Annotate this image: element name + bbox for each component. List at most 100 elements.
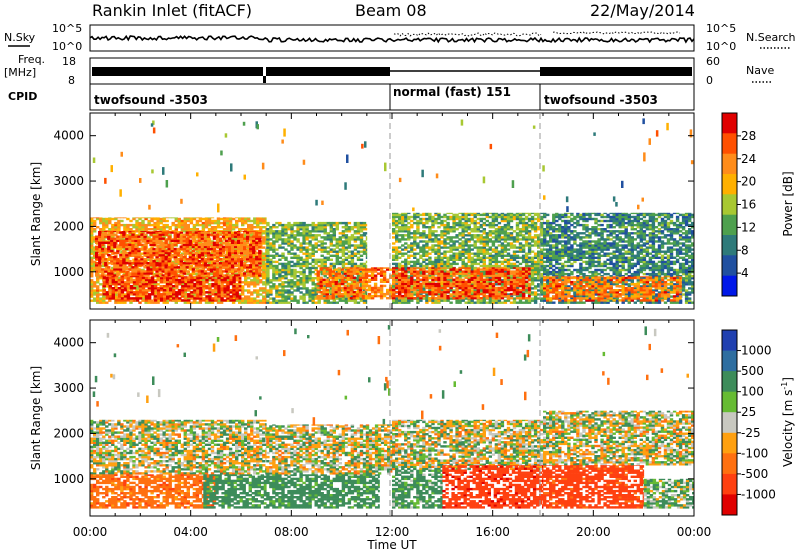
power-cells-cell: [223, 285, 227, 288]
power-cells-cell: [167, 272, 171, 275]
power-cells-cell: [250, 268, 254, 272]
power-cells-cell: [356, 232, 361, 235]
power-cells-cell: [179, 253, 183, 257]
power-cells-cell: [265, 281, 267, 284]
power-cells-cell: [365, 238, 368, 241]
power-cells-cell: [134, 235, 138, 238]
power-cells-cell: [186, 297, 190, 300]
power-cells-cell: [110, 243, 114, 247]
power-cells-cell: [153, 280, 158, 284]
power-cells-cell: [281, 268, 285, 272]
power-cells-cell: [170, 249, 174, 253]
power-cells-cell: [425, 301, 429, 304]
power-cells-cell: [104, 264, 108, 267]
power-cells-cell: [149, 264, 153, 267]
power-cells-cell: [440, 240, 444, 243]
power-cells-cell: [338, 281, 342, 284]
power-cells-cell: [413, 264, 417, 268]
power-cells-cell: [349, 286, 354, 290]
power-cells-cell: [205, 295, 209, 298]
power-cells-cell: [341, 240, 346, 243]
power-cells-cell: [126, 285, 130, 288]
power-cells-cell: [101, 274, 105, 277]
power-cells-cell: [230, 247, 235, 251]
power-cells-cell: [220, 299, 224, 302]
power-cells-cell: [334, 286, 338, 290]
power-cells-cell: [186, 230, 190, 233]
power-cells-cell: [173, 231, 177, 232]
power-cells-cell: [238, 217, 242, 219]
power-cells-cell: [126, 295, 131, 298]
power-cells-cell: [256, 295, 260, 298]
power-cells-cell: [186, 277, 190, 280]
power-cells-cell: [147, 299, 152, 302]
power-cells-cell: [413, 212, 417, 215]
power-cells-cell: [296, 230, 300, 233]
power-cells-cell: [362, 252, 367, 255]
power-cells-cell: [311, 289, 315, 292]
power-cells-cell: [209, 258, 214, 261]
power-cells-cell: [114, 282, 119, 286]
power-cells-cell: [320, 264, 324, 268]
power-cells-cell: [337, 286, 341, 290]
power-cells-cell: [401, 217, 405, 221]
power-cells-cell: [147, 293, 152, 296]
power-cells-cell: [207, 293, 212, 296]
power-cells-cell: [146, 253, 150, 257]
power-cells-cell: [241, 285, 245, 288]
power-cells-cell: [238, 217, 242, 221]
power-cells-cell: [299, 256, 303, 259]
power-cells-cell: [122, 253, 126, 257]
power-cells-cell: [422, 285, 426, 288]
power-cells-cell: [287, 295, 291, 298]
power-cells-cell: [290, 248, 294, 251]
power-cells-cell: [370, 274, 375, 277]
power-cells-cell: [302, 232, 306, 235]
power-cells-cell: [275, 301, 279, 304]
power-cells-cell: [440, 262, 444, 266]
power-cells-cell: [214, 285, 218, 288]
power-cells-cell: [141, 240, 145, 243]
power-cells-cell: [162, 301, 166, 304]
power-cells-cell: [147, 297, 152, 300]
power-cells-cell: [323, 262, 327, 266]
power-cells-cell: [108, 279, 112, 282]
power-cells-cell: [275, 272, 279, 276]
power-cells-cell: [163, 297, 167, 300]
power-cells-cell: [221, 270, 226, 273]
power-cells-cell: [259, 301, 263, 304]
power-cells-cell: [305, 266, 309, 270]
power-cells-cell: [138, 223, 142, 227]
power-cells-cell: [129, 289, 134, 292]
power-cells-cell: [105, 217, 109, 221]
power-cells-cell: [317, 264, 321, 268]
power-cells-cell: [188, 262, 193, 265]
power-cells-cell: [137, 251, 141, 255]
power-cells-cell: [147, 280, 152, 284]
power-cells-cell: [105, 219, 109, 223]
power-cells-cell: [293, 244, 297, 247]
power-cells-cell: [238, 301, 242, 304]
power-cells-cell: [355, 297, 360, 300]
power-cells-cell: [431, 219, 435, 223]
power-cells-cell: [152, 274, 156, 277]
power-cells-cell: [320, 248, 324, 251]
power-cells-cell: [116, 264, 120, 267]
power-cells-cell: [293, 297, 297, 300]
power-cells-cell: [123, 299, 128, 302]
power-cells-cell: [125, 262, 129, 265]
power-cells-cell: [162, 217, 166, 219]
power-cells-cell: [265, 264, 267, 268]
power-cells-cell: [188, 260, 193, 263]
power-cells-cell: [247, 281, 251, 284]
power-cells-cell: [140, 262, 144, 265]
power-cells-cell: [302, 281, 306, 284]
power-cells-cell: [122, 262, 126, 265]
power-cells-cell: [224, 266, 229, 269]
power-cells-cell: [241, 301, 245, 304]
power-cells-cell: [246, 241, 250, 244]
power-cells-cell: [253, 279, 257, 282]
power-cells-cell: [141, 219, 145, 223]
power-cells-cell: [173, 272, 177, 275]
power-cells-cell: [252, 262, 256, 265]
